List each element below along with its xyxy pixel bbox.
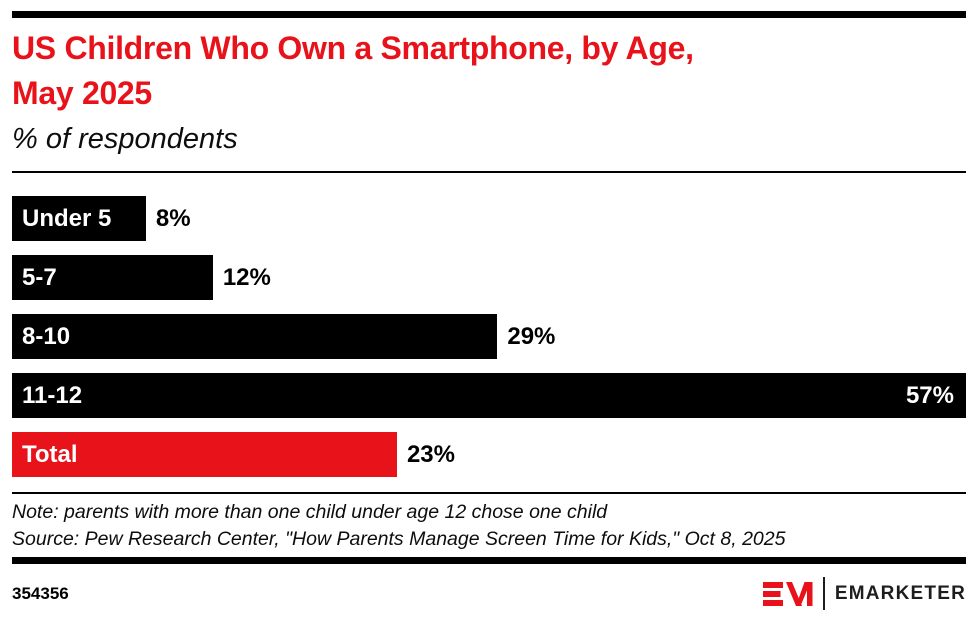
source-text: Source: Pew Research Center, "How Parent… (12, 528, 786, 550)
bar-value-label: 57% (905, 381, 954, 409)
bottom-rule (12, 557, 966, 564)
bar-8-10: 8-10 (12, 314, 498, 359)
bar-row-total: Total 23% (12, 432, 966, 477)
footer-divider-rule (12, 492, 966, 494)
bar-chart: Under 5 8% 5-7 12% 8-10 29% 11-12 57% To… (12, 196, 966, 477)
footer-bar: 354356 EMARKETER (12, 577, 966, 610)
chart-title-line1: US Children Who Own a Smartphone, by Age… (12, 30, 694, 66)
bar-category-label: 8-10 (22, 322, 71, 350)
bar-category-label: 11-12 (22, 381, 83, 409)
bar-5-7: 5-7 (12, 255, 213, 300)
chart-id: 354356 (12, 583, 69, 603)
note-text: Note: parents with more than one child u… (12, 501, 608, 523)
chart-title-line2: May 2025 (12, 75, 152, 111)
bar-under-5: Under 5 (12, 196, 146, 241)
top-rule (12, 11, 966, 18)
bar-value-label: 29% (507, 322, 556, 350)
bar-11-12: 11-12 57% (12, 373, 966, 418)
bar-value-label: 8% (155, 204, 191, 232)
bar-total: Total (12, 432, 397, 477)
emarketer-wordmark: EMARKETER (834, 582, 966, 604)
bar-category-label: Total (22, 440, 78, 468)
chart-title: US Children Who Own a Smartphone, by Age… (12, 26, 966, 116)
chart-subtitle: % of respondents (12, 123, 238, 155)
bar-category-label: 5-7 (22, 263, 57, 291)
bar-row-8-10: 8-10 29% (12, 314, 966, 359)
chart-notes: Note: parents with more than one child u… (12, 499, 966, 553)
bar-row-11-12: 11-12 57% (12, 373, 966, 418)
bar-row-5-7: 5-7 12% (12, 255, 966, 300)
bar-category-label: Under 5 (22, 204, 112, 232)
emarketer-monogram-icon (762, 581, 813, 606)
bar-row-under-5: Under 5 8% (12, 196, 966, 241)
emarketer-logo: EMARKETER (762, 577, 966, 610)
header-divider-rule (12, 171, 966, 173)
bar-value-label: 23% (406, 440, 455, 468)
bar-value-label: 12% (222, 263, 271, 291)
logo-divider (822, 577, 825, 610)
